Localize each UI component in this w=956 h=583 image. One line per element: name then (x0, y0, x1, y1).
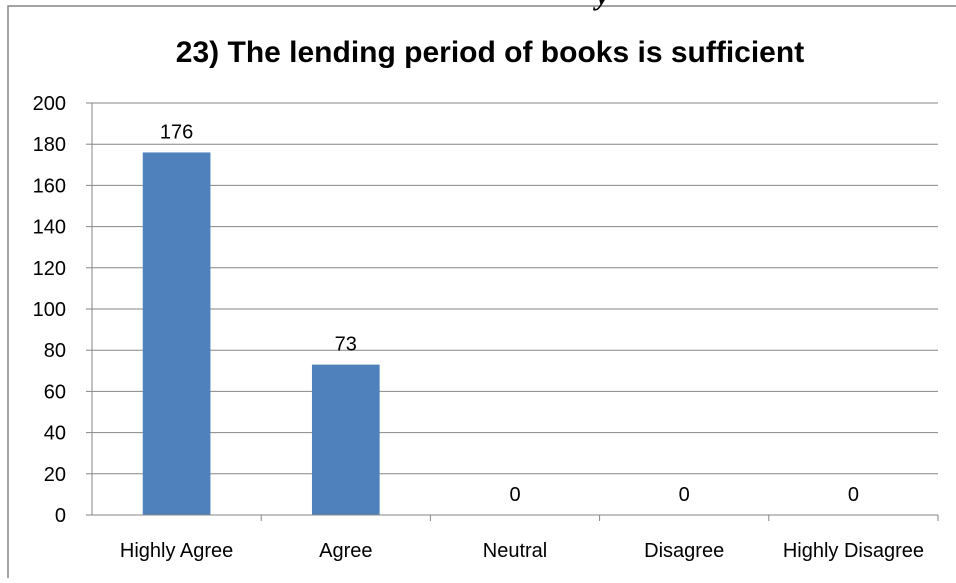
x-tick-label: Agree (319, 540, 372, 562)
y-tick-label: 20 (44, 464, 66, 486)
y-tick-label: 60 (44, 381, 66, 403)
y-tick-label: 200 (33, 93, 66, 115)
chart-title: 23) The lending period of books is suffi… (176, 36, 804, 69)
bar-agree (311, 364, 380, 515)
data-label: 0 (848, 484, 859, 506)
y-tick-label: 0 (55, 505, 66, 527)
data-label: 176 (160, 121, 193, 143)
data-label: 73 (335, 334, 357, 356)
y-tick-label: 40 (44, 423, 66, 445)
x-tick-label: Neutral (483, 540, 547, 562)
data-label: 0 (509, 484, 520, 506)
header-fragment: y (596, 0, 609, 12)
x-tick-label: Highly Agree (120, 540, 233, 562)
data-label: 0 (679, 484, 690, 506)
gridlines (92, 102, 938, 475)
bars (142, 152, 380, 515)
x-tick-label: Disagree (644, 540, 724, 562)
y-tick-label: 160 (33, 175, 66, 197)
y-tick-label: 80 (44, 340, 66, 362)
y-axis: 0 20 40 60 80 100 120 140 160 180 200 (33, 93, 93, 527)
y-tick-label: 100 (33, 299, 66, 321)
y-tick-label: 180 (33, 134, 66, 156)
y-tick-label: 120 (33, 258, 66, 280)
chart-border (7, 5, 956, 583)
x-axis: Highly Agree Agree Neutral Disagree Highly D… (92, 514, 939, 562)
data-labels: 176 73 0 0 0 (160, 121, 859, 506)
x-tick-label: Highly Disagree (783, 540, 924, 562)
bar-highly-agree (142, 152, 211, 515)
y-tick-label: 140 (33, 217, 66, 239)
